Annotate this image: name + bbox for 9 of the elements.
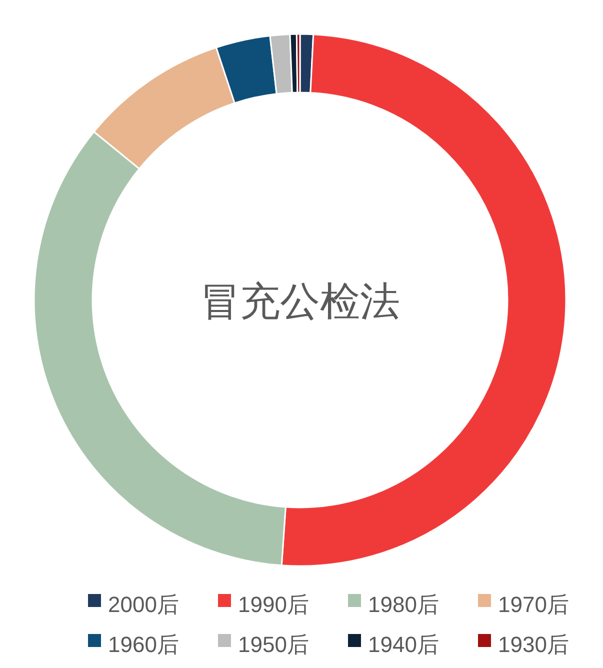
legend-label: 1950后 <box>238 632 309 657</box>
legend-label: 1940后 <box>368 632 439 657</box>
legend-label: 1980后 <box>368 592 439 617</box>
legend-label: 1960后 <box>108 632 179 657</box>
legend-label: 1970后 <box>498 592 569 617</box>
legend-label: 1990后 <box>238 592 309 617</box>
legend-label: 2000后 <box>108 592 179 617</box>
legend-label: 1930后 <box>498 632 569 657</box>
text: 冒充公检法 <box>200 280 400 324</box>
